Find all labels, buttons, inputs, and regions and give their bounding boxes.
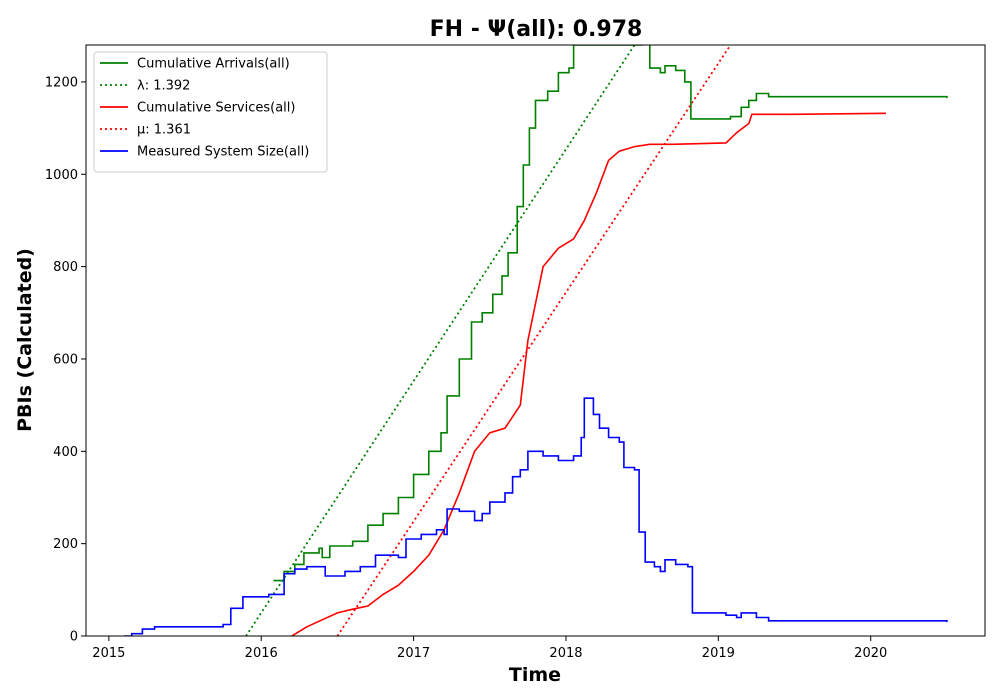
legend-entry-label: Cumulative Arrivals(all): [137, 57, 290, 72]
series-line-2: [291, 112, 887, 636]
y-axis-label: PBIs (Calculated): [14, 248, 36, 432]
x-axis-ticks: 2015 2016 2017 2018 2019 2020: [92, 636, 887, 661]
legend-entry-label: Measured System Size(all): [137, 145, 309, 160]
y-tick-label: 800: [53, 260, 78, 275]
y-tick-label: 400: [53, 445, 78, 460]
y-tick-label: 1200: [45, 75, 78, 90]
legend-entry-label: μ: 1.361: [137, 123, 191, 138]
x-tick-label: 2017: [397, 646, 430, 661]
x-tick-label: 2015: [92, 646, 125, 661]
legend-box: [93, 51, 328, 173]
legend: Cumulative Arrivals(all) λ: 1.392 Cumulati…: [93, 51, 328, 173]
y-axis-ticks: 0 200 400 600 800 1000 1200: [45, 75, 86, 645]
x-tick-label: 2016: [245, 646, 278, 661]
y-tick-label: 0: [70, 630, 78, 645]
plot-area: [124, 45, 948, 636]
y-tick-label: 600: [53, 352, 78, 367]
y-tick-label: 200: [53, 537, 78, 552]
x-tick-label: 2020: [854, 646, 887, 661]
plot-frame: [85, 44, 986, 637]
x-tick-label: 2018: [549, 646, 582, 661]
legend-entry-label: Cumulative Services(all): [137, 101, 295, 116]
series-line-3: [336, 45, 732, 636]
y-tick-label: 1000: [45, 168, 78, 183]
chart-title: FH - Ψ(all): 0.978: [430, 17, 643, 42]
x-tick-label: 2019: [702, 646, 735, 661]
series-line-0: [273, 45, 948, 582]
x-axis-label: Time: [509, 664, 561, 686]
legend-entry-label: λ: 1.392: [137, 79, 190, 94]
series-line-4: [124, 397, 948, 636]
